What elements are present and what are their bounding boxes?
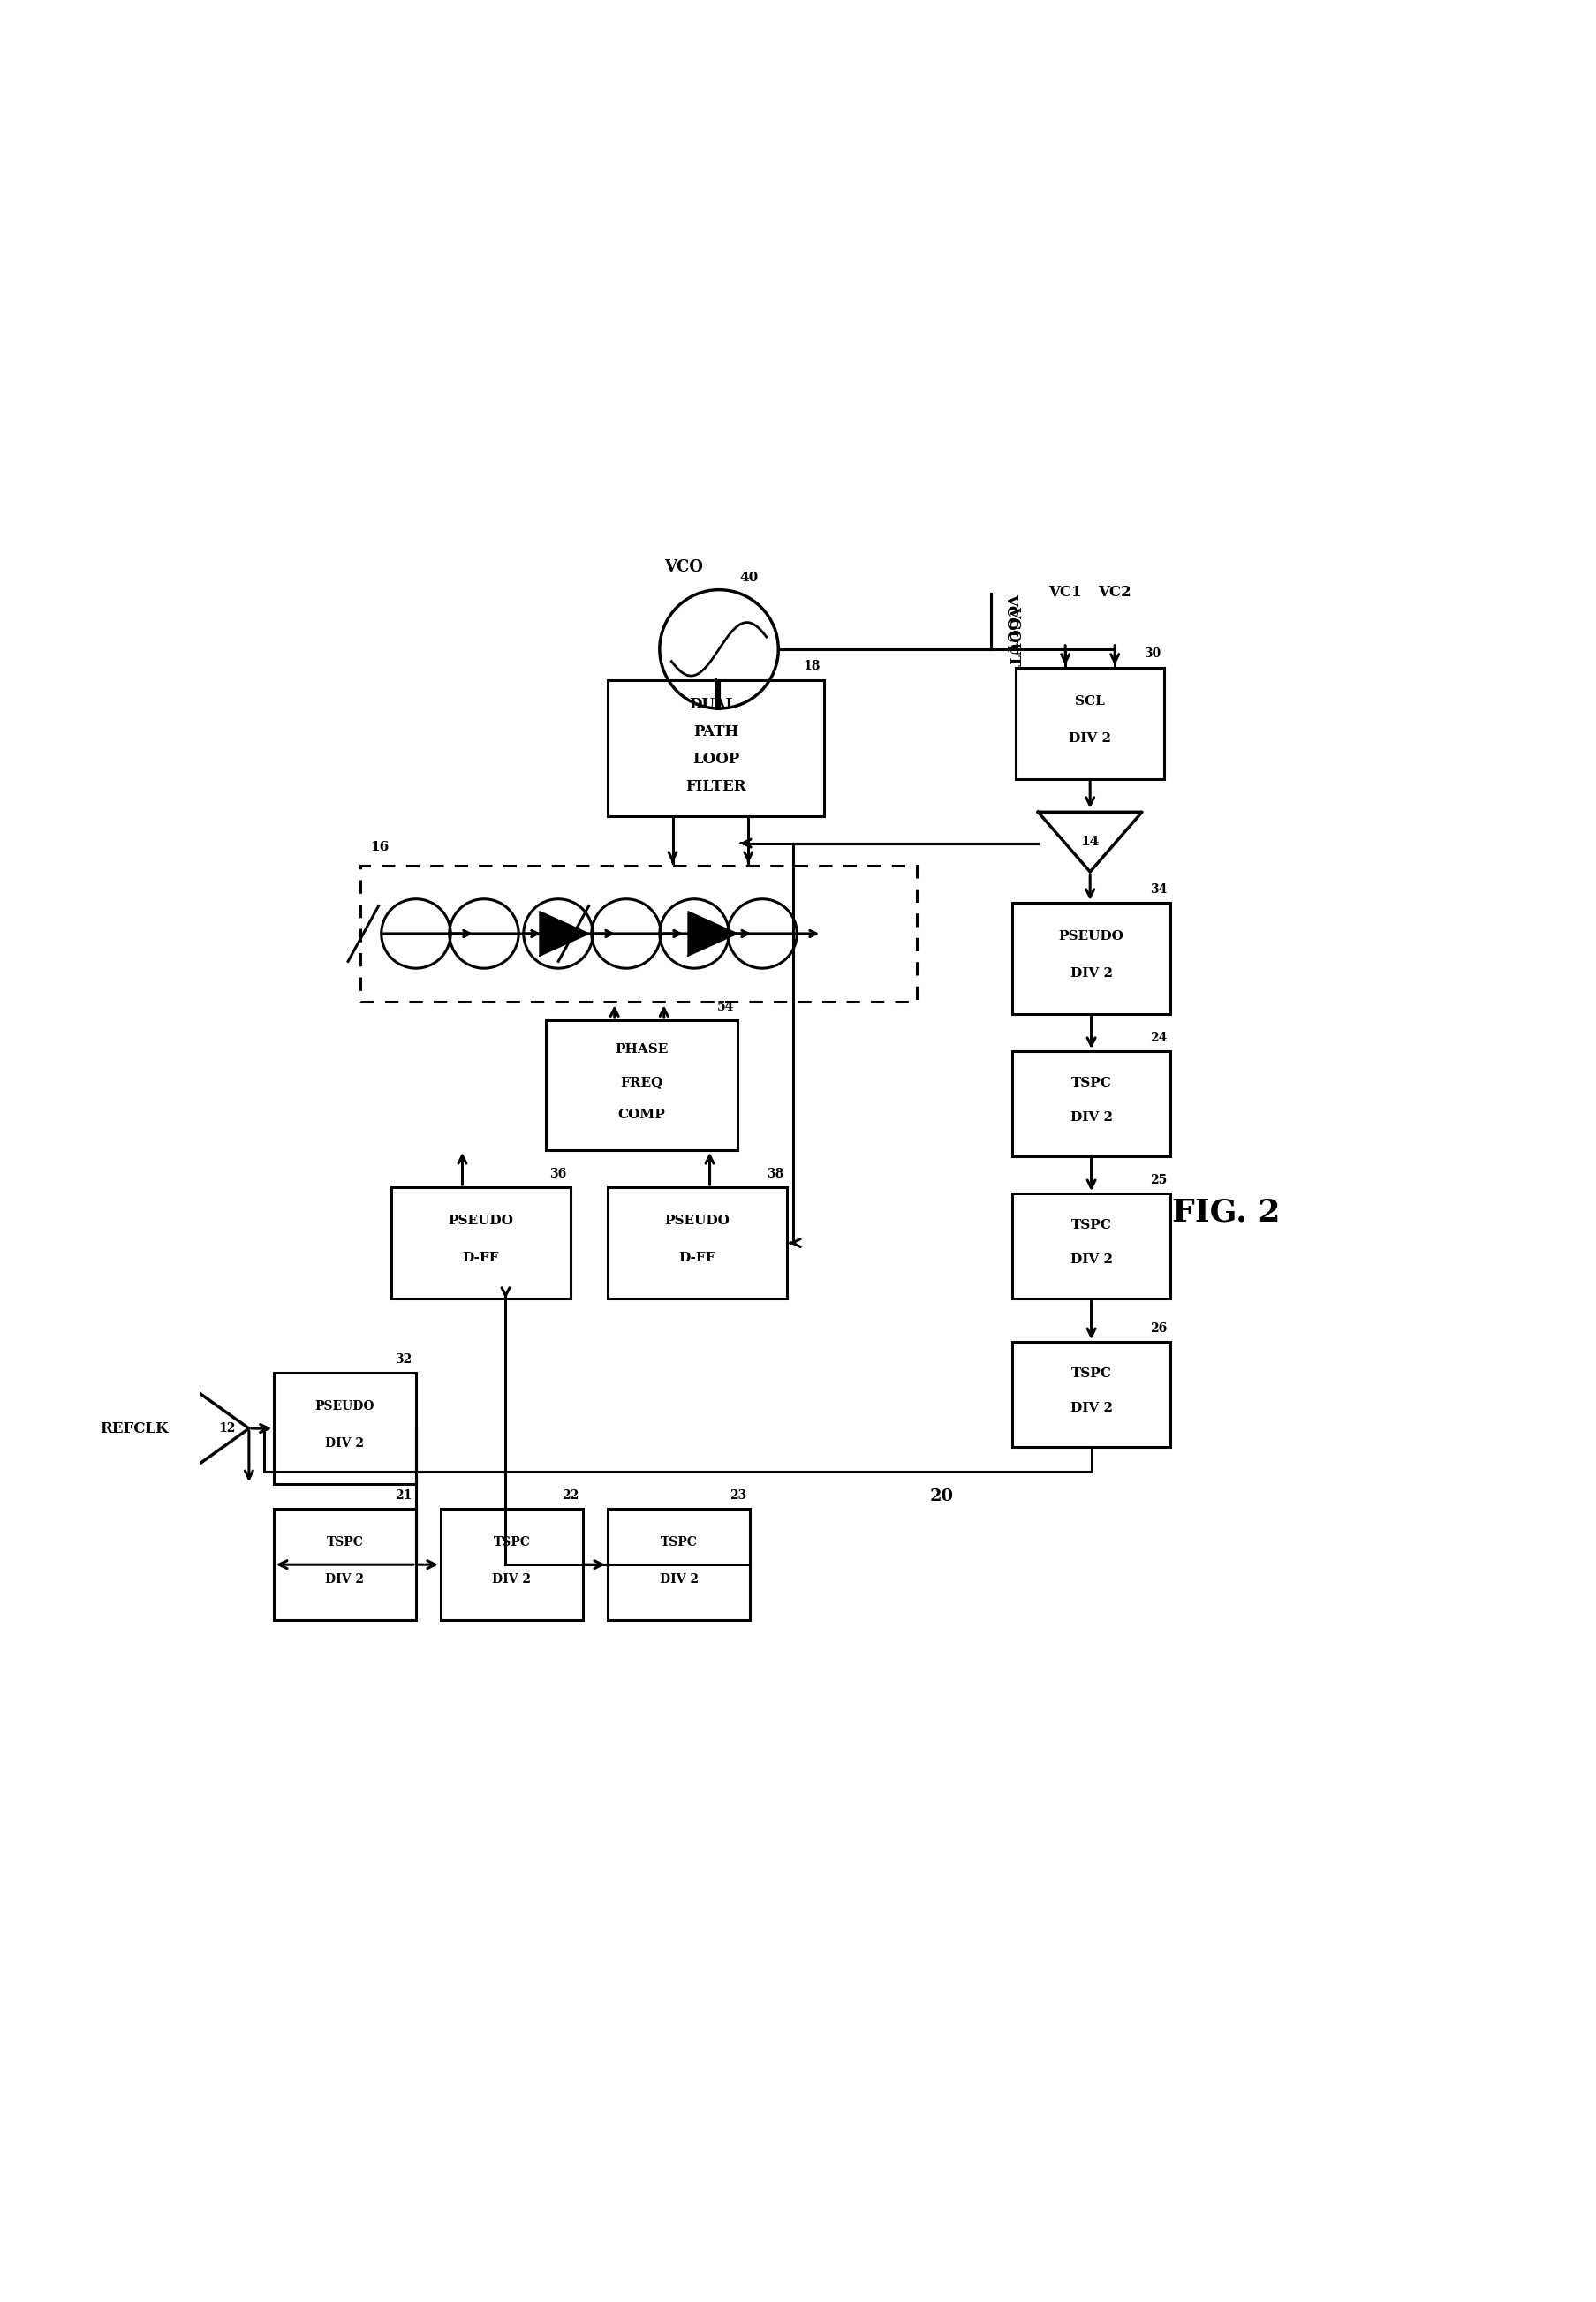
Text: DIV 2: DIV 2 <box>1069 732 1111 744</box>
Text: TSPC: TSPC <box>493 1535 530 1549</box>
Bar <box>1012 1192 1170 1298</box>
Text: 14: 14 <box>1080 836 1100 847</box>
Text: DIV 2: DIV 2 <box>659 1572 697 1586</box>
Text: PHASE: PHASE <box>614 1043 669 1057</box>
Text: DIV 2: DIV 2 <box>1069 1112 1112 1123</box>
Text: TSPC: TSPC <box>1071 1367 1111 1379</box>
Text: 30: 30 <box>1144 647 1160 661</box>
Text: 20: 20 <box>930 1489 953 1506</box>
Text: FILTER: FILTER <box>686 778 747 794</box>
Bar <box>361 866 918 1001</box>
Text: PSEUDO: PSEUDO <box>1058 930 1124 942</box>
Text: FREQ: FREQ <box>621 1075 662 1089</box>
Text: 23: 23 <box>729 1489 747 1501</box>
Text: REFCLK: REFCLK <box>101 1420 169 1436</box>
Text: PSEUDO: PSEUDO <box>448 1215 514 1227</box>
Polygon shape <box>688 912 737 955</box>
Bar <box>608 1508 750 1621</box>
Text: DIV 2: DIV 2 <box>326 1572 364 1586</box>
Text: DIV 2: DIV 2 <box>1069 1255 1112 1266</box>
Text: VCOUT: VCOUT <box>1004 594 1018 654</box>
Bar <box>608 1188 787 1298</box>
Text: DIV 2: DIV 2 <box>1069 1402 1112 1416</box>
Bar <box>391 1188 571 1298</box>
Text: SCL: SCL <box>1076 695 1104 707</box>
Text: 18: 18 <box>803 661 820 672</box>
Text: DIV 2: DIV 2 <box>1069 967 1112 978</box>
Text: 40: 40 <box>741 571 758 585</box>
Text: LOOP: LOOP <box>693 750 739 767</box>
Text: PSEUDO: PSEUDO <box>664 1215 729 1227</box>
Bar <box>1015 668 1163 778</box>
Text: 16: 16 <box>370 840 389 854</box>
Text: DIV 2: DIV 2 <box>493 1572 531 1586</box>
Text: D-FF: D-FF <box>463 1252 500 1264</box>
Text: TSPC: TSPC <box>1071 1218 1111 1232</box>
Bar <box>440 1508 583 1621</box>
Bar <box>1012 902 1170 1015</box>
Bar <box>273 1508 417 1621</box>
Bar <box>1012 1342 1170 1448</box>
Text: 32: 32 <box>396 1354 412 1365</box>
Text: 26: 26 <box>1149 1321 1167 1335</box>
Text: DIV 2: DIV 2 <box>326 1436 364 1450</box>
Text: VCO: VCO <box>664 559 702 576</box>
Text: 24: 24 <box>1149 1031 1167 1043</box>
Text: 25: 25 <box>1149 1174 1167 1186</box>
Bar <box>1012 1052 1170 1156</box>
Bar <box>608 679 824 817</box>
Text: 38: 38 <box>766 1167 784 1181</box>
Text: PATH: PATH <box>693 725 739 739</box>
Text: 21: 21 <box>396 1489 412 1501</box>
Text: COMP: COMP <box>618 1107 666 1121</box>
Text: VC2: VC2 <box>1098 585 1132 599</box>
Text: 36: 36 <box>551 1167 567 1181</box>
Text: DUAL-: DUAL- <box>689 698 742 711</box>
Text: 34: 34 <box>1149 884 1167 895</box>
Text: D-FF: D-FF <box>678 1252 715 1264</box>
Text: FIG. 2: FIG. 2 <box>1171 1197 1280 1227</box>
Bar <box>273 1372 417 1485</box>
Text: PSEUDO: PSEUDO <box>314 1400 375 1413</box>
Text: 54: 54 <box>717 1001 734 1013</box>
Text: TSPC: TSPC <box>661 1535 697 1549</box>
Text: 12: 12 <box>219 1423 235 1434</box>
Text: 22: 22 <box>562 1489 579 1501</box>
Bar <box>546 1020 737 1151</box>
Text: VC1: VC1 <box>1049 585 1082 599</box>
Text: TSPC: TSPC <box>1071 1077 1111 1089</box>
Polygon shape <box>539 912 589 955</box>
Text: TSPC: TSPC <box>326 1535 364 1549</box>
Text: VCOUT: VCOUT <box>1005 605 1021 665</box>
